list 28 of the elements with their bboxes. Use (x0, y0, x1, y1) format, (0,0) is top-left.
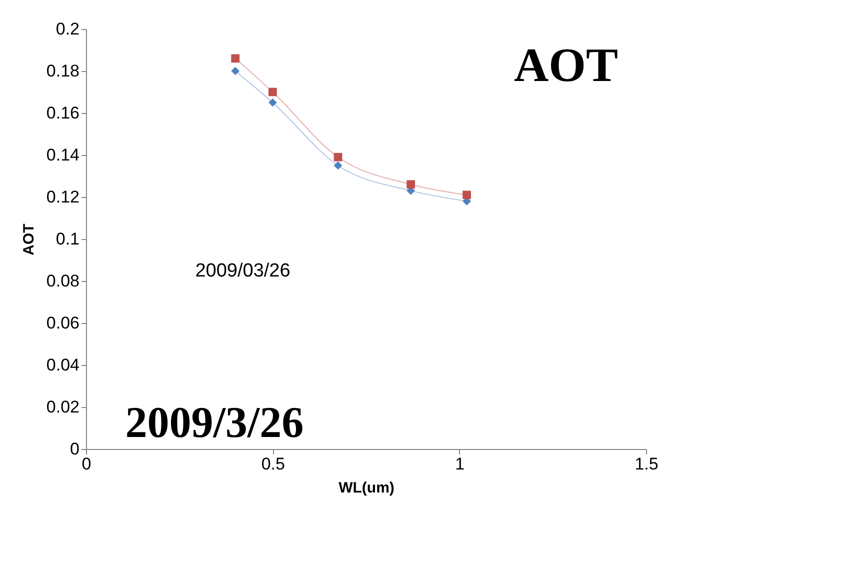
annotation: AOT (514, 38, 618, 92)
y-tick-label: 0.2 (56, 20, 80, 38)
y-tick-label: 0.16 (46, 104, 80, 122)
y-tick-label: 0.14 (46, 146, 80, 164)
annotation: 2009/3/26 (125, 398, 304, 447)
point (231, 54, 240, 63)
x-tick-label: 0 (82, 454, 92, 474)
point (334, 152, 342, 162)
y-tick-label: 0.08 (46, 272, 80, 290)
y-tick-label: 0.18 (46, 62, 80, 80)
y-tick-label: 0.04 (46, 356, 80, 374)
point (268, 88, 277, 96)
y-tick-label: 0.12 (46, 188, 80, 206)
annotation: 2009/03/26 (195, 260, 290, 282)
y-tick-label: 0 (70, 440, 80, 458)
point (334, 161, 342, 170)
point (462, 190, 471, 200)
x-axis-title: WL(um) (338, 480, 394, 496)
x-tick-label: 0.5 (261, 454, 285, 474)
y-tick-label: 0.02 (46, 398, 80, 416)
y-tick-label: 0.06 (46, 314, 80, 332)
point (231, 66, 240, 76)
x-tick-label: 1.5 (634, 454, 658, 474)
y-axis-title: AOT (20, 224, 38, 256)
x-tick-label: 1 (455, 454, 465, 474)
point (406, 180, 415, 189)
y-tick-label: 0.1 (56, 230, 80, 248)
point (268, 98, 277, 107)
